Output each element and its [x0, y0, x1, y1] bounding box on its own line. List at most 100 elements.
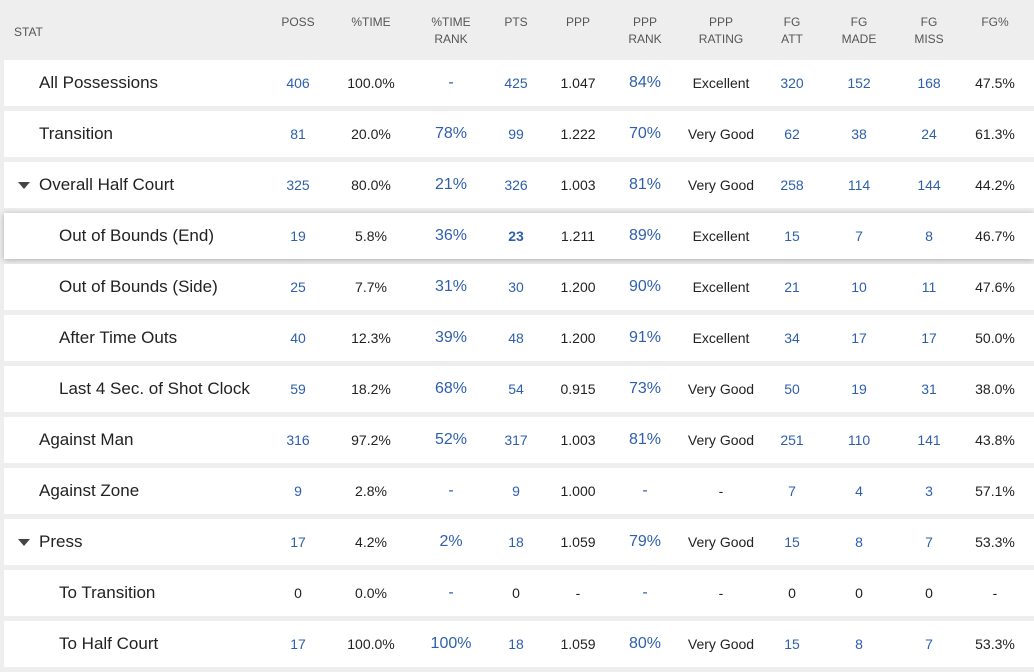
stat-cell[interactable]: 99 — [508, 126, 524, 142]
column-header: PPP RATING — [699, 14, 743, 48]
stat-cell[interactable]: 3 — [925, 483, 933, 499]
stat-cell: 18.2% — [351, 381, 391, 397]
stat-cell[interactable]: 34 — [784, 330, 800, 346]
stat-cell: - — [448, 482, 454, 499]
stat-cell[interactable]: 317 — [504, 432, 528, 448]
stat-cell[interactable]: 15 — [784, 534, 800, 550]
column-header: FG MADE — [842, 14, 877, 48]
stat-cell: 81% — [628, 176, 662, 193]
stat-cell: 0 — [512, 585, 520, 601]
stat-cell: Excellent — [692, 228, 750, 244]
stat-cell: 2% — [439, 533, 463, 550]
stat-cell[interactable]: 425 — [504, 75, 528, 91]
stat-cell[interactable]: 81 — [290, 126, 306, 142]
stat-cell: 1.222 — [560, 126, 596, 142]
stat-cell[interactable]: 17 — [290, 534, 306, 550]
stat-cell[interactable]: 7 — [925, 534, 933, 550]
stat-cell[interactable]: 406 — [286, 75, 310, 91]
stat-cell[interactable]: 23 — [508, 228, 524, 244]
stat-cell[interactable]: 30 — [508, 279, 524, 295]
expand-toggle[interactable] — [18, 539, 30, 546]
stat-cell[interactable]: 18 — [508, 534, 524, 550]
stat-cell[interactable]: 7 — [855, 228, 863, 244]
header-line: PPP — [632, 15, 657, 29]
row-label: Press — [39, 532, 83, 551]
stat-cell: Excellent — [692, 330, 750, 346]
stat-cell: 68% — [434, 380, 468, 397]
stat-cell[interactable]: 15 — [784, 228, 800, 244]
table-row: Transition 81 20.0% 78% 99 1.222 70% Very Good 6… — [4, 111, 1034, 157]
stat-cell[interactable]: 251 — [780, 432, 804, 448]
stat-cell[interactable]: 9 — [294, 483, 302, 499]
stat-cell[interactable]: 40 — [290, 330, 306, 346]
stat-cell[interactable]: 316 — [286, 432, 310, 448]
stat-cell[interactable]: 17 — [921, 330, 937, 346]
stat-cell: 20.0% — [351, 126, 391, 142]
stat-cell[interactable]: 10 — [851, 279, 867, 295]
stat-cell[interactable]: 141 — [917, 432, 941, 448]
header-line: MISS — [914, 32, 944, 46]
stat-cell[interactable]: 258 — [780, 177, 804, 193]
stat-cell[interactable]: 17 — [290, 636, 306, 652]
stat-cell[interactable]: 54 — [508, 381, 524, 397]
stat-cell[interactable]: 24 — [921, 126, 937, 142]
stat-cell[interactable]: 152 — [847, 75, 871, 91]
stat-cell[interactable]: 31 — [921, 381, 937, 397]
stat-cell[interactable]: 325 — [286, 177, 310, 193]
table-row: To Transition 0 0.0% - 0 - - - 0 0 0 - — [4, 570, 1034, 616]
table-row: All Possessions 406 100.0% - 425 1.047 84% Exce… — [4, 60, 1034, 106]
header-line: RATING — [698, 32, 744, 46]
stat-cell: 38.0% — [975, 381, 1015, 397]
stat-cell[interactable]: 48 — [508, 330, 524, 346]
stat-cell[interactable]: 144 — [917, 177, 941, 193]
stat-cell[interactable]: 8 — [855, 534, 863, 550]
stat-cell: 78% — [434, 125, 468, 142]
stat-cell[interactable]: 110 — [847, 432, 871, 448]
stat-cell[interactable]: 11 — [921, 279, 937, 295]
stat-cell[interactable]: 320 — [780, 75, 804, 91]
header-line: %TIME — [431, 15, 471, 29]
stat-cell[interactable]: 9 — [512, 483, 520, 499]
stat-cell: Very Good — [687, 636, 755, 652]
stat-cell: Very Good — [687, 126, 755, 142]
stat-cell[interactable]: 38 — [851, 126, 867, 142]
stat-cell[interactable]: 62 — [784, 126, 800, 142]
stat-cell[interactable]: 7 — [788, 483, 796, 499]
stat-cell[interactable]: 8 — [925, 228, 933, 244]
stat-cell[interactable]: 59 — [290, 381, 306, 397]
row-label: Against Zone — [39, 481, 140, 500]
row-label: Last 4 Sec. of Shot Clock — [59, 379, 250, 398]
stat-cell[interactable]: 168 — [917, 75, 941, 91]
stat-cell[interactable]: 17 — [851, 330, 867, 346]
column-header: %TIME — [351, 14, 390, 31]
stat-cell: 0 — [855, 585, 863, 601]
stat-cell: 1.047 — [560, 75, 596, 91]
stat-cell: 0 — [925, 585, 933, 601]
stat-cell: 100% — [430, 635, 472, 652]
stat-cell[interactable]: 15 — [784, 636, 800, 652]
stat-cell[interactable]: 50 — [784, 381, 800, 397]
stat-cell[interactable]: 21 — [784, 279, 800, 295]
table-row: Press 17 4.2% 2% 18 1.059 79% Very Good 15 8 7 53.3… — [4, 519, 1034, 565]
stat-cell[interactable]: 19 — [290, 228, 306, 244]
stat-cell[interactable]: 326 — [504, 177, 528, 193]
stat-cell[interactable]: 114 — [847, 177, 871, 193]
table-row: Overall Half Court 325 80.0% 21% 326 1.003 81%… — [4, 162, 1034, 208]
stat-cell: Very Good — [687, 432, 755, 448]
stat-cell[interactable]: 25 — [290, 279, 306, 295]
stat-cell: 36% — [434, 227, 468, 244]
stat-cell[interactable]: 8 — [855, 636, 863, 652]
stat-cell: 97.2% — [351, 432, 391, 448]
stat-cell[interactable]: 18 — [508, 636, 524, 652]
expand-toggle[interactable] — [18, 182, 30, 189]
row-label: All Possessions — [39, 73, 159, 92]
table-row: To Half Court 17 100.0% 100% 18 1.059 80% Very … — [4, 621, 1034, 667]
stat-cell: 1.059 — [560, 636, 596, 652]
table-row: Out of Bounds (End) 19 5.8% 36% 23 1.211 89% Ex… — [4, 213, 1034, 259]
stat-cell[interactable]: 7 — [925, 636, 933, 652]
column-header: POSS — [281, 14, 314, 31]
stat-cell[interactable]: 4 — [855, 483, 863, 499]
stat-cell: 2.8% — [355, 483, 387, 499]
stat-cell[interactable]: 19 — [851, 381, 867, 397]
stat-cell: 1.003 — [560, 177, 596, 193]
